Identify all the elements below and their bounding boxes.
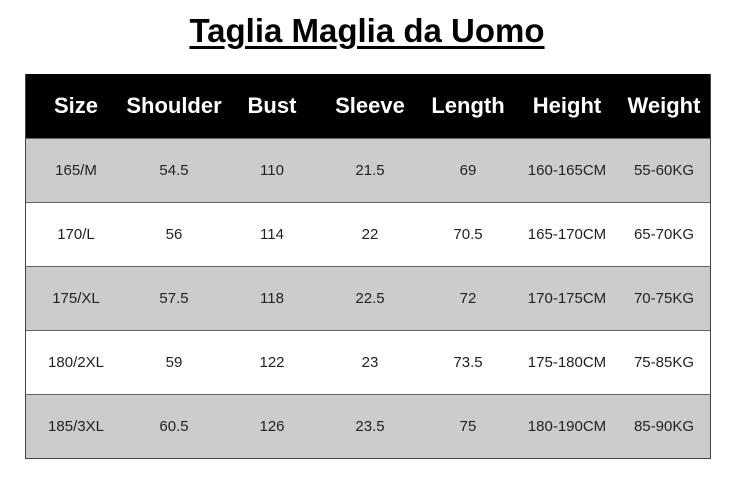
table-cell: 57.5 <box>159 290 189 307</box>
table-cell: 160-165CM <box>527 162 607 179</box>
header-row: Size Shoulder Bust Sleeve Length Height Weight <box>26 74 710 138</box>
table-cell: 170-175CM <box>527 290 607 307</box>
table-cell: 60.5 <box>159 418 189 435</box>
table-cell: 175-180CM <box>527 354 607 371</box>
table-cell: 22 <box>361 226 379 243</box>
table-cell: 185/3XL <box>48 418 104 435</box>
column-header: Shoulder <box>126 93 222 118</box>
column-header: Bust <box>247 93 297 118</box>
table-cell: 23 <box>361 354 379 371</box>
column-header: Height <box>532 93 602 118</box>
table-cell: 70-75KG <box>633 290 695 307</box>
table-cell: 59 <box>165 354 183 371</box>
column-header: Weight <box>627 93 701 118</box>
page-title: Taglia Maglia da Uomo <box>189 12 545 49</box>
table-row: 185/3XL 60.5 126 23.5 75 180-190CM 85-90KG <box>26 394 710 458</box>
table-cell: 165/M <box>55 162 97 179</box>
table-cell: 75-85KG <box>633 354 695 371</box>
table-cell: 180/2XL <box>48 354 104 371</box>
table-cell: 21.5 <box>355 162 385 179</box>
table-cell: 75 <box>459 418 477 435</box>
table-cell: 54.5 <box>159 162 189 179</box>
table-cell: 65-70KG <box>633 226 695 243</box>
table-cell: 22.5 <box>355 290 385 307</box>
table-cell: 69 <box>459 162 477 179</box>
table-row: 175/XL 57.5 118 22.5 72 170-175CM 70-75KG <box>26 266 710 330</box>
column-header: Size <box>53 93 99 118</box>
table-cell: 56 <box>165 226 183 243</box>
table-row: 170/L 56 114 22 70.5 165-170CM 65-70KG <box>26 202 710 266</box>
table-cell: 72 <box>459 290 477 307</box>
table-cell: 70.5 <box>453 226 483 243</box>
table-cell: 122 <box>259 354 285 371</box>
table-cell: 180-190CM <box>527 418 607 435</box>
table-cell: 110 <box>260 162 284 179</box>
table-cell: 170/L <box>57 226 95 243</box>
table-cell: 118 <box>260 290 284 307</box>
table-cell: 85-90KG <box>633 418 695 435</box>
column-header: Sleeve <box>335 93 405 118</box>
table-cell: 126 <box>259 418 285 435</box>
size-table: Size Shoulder Bust Sleeve Length Height Weight… <box>25 74 711 459</box>
table-cell: 165-170CM <box>527 226 607 243</box>
table-cell: 73.5 <box>453 354 483 371</box>
table-cell: 114 <box>260 226 284 243</box>
table-cell: 55-60KG <box>633 162 695 179</box>
table-cell: 23.5 <box>355 418 385 435</box>
table-row: 165/M 54.5 110 21.5 69 160-165CM 55-60KG <box>26 138 710 202</box>
column-header: Length <box>431 93 505 118</box>
table-cell: 175/XL <box>52 290 100 307</box>
table-row: 180/2XL 59 122 23 73.5 175-180CM 75-85KG <box>26 330 710 394</box>
